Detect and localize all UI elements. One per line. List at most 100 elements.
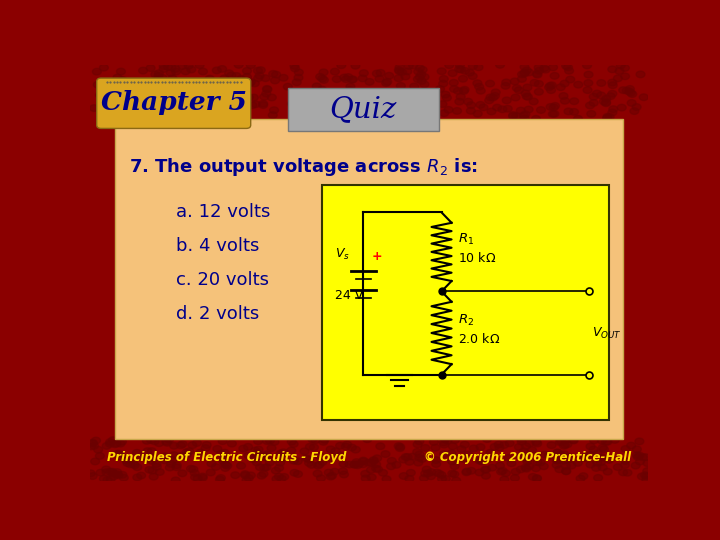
Circle shape [522, 465, 531, 472]
Circle shape [143, 448, 152, 455]
Circle shape [426, 473, 436, 480]
Circle shape [485, 80, 495, 87]
Circle shape [117, 438, 127, 445]
Circle shape [138, 109, 147, 116]
Circle shape [308, 436, 317, 443]
Circle shape [449, 443, 457, 450]
Circle shape [552, 457, 562, 464]
Circle shape [97, 94, 107, 100]
Circle shape [364, 460, 373, 466]
Circle shape [113, 469, 122, 475]
Circle shape [345, 461, 354, 468]
Circle shape [141, 102, 150, 108]
Circle shape [196, 449, 205, 456]
Circle shape [186, 66, 196, 73]
Circle shape [343, 73, 353, 80]
Circle shape [433, 469, 441, 476]
Circle shape [353, 106, 362, 113]
Circle shape [294, 97, 303, 104]
Circle shape [534, 89, 544, 95]
Circle shape [161, 453, 169, 460]
Circle shape [135, 105, 143, 111]
Circle shape [257, 472, 266, 479]
Circle shape [560, 442, 570, 448]
Circle shape [405, 458, 414, 465]
Circle shape [221, 465, 230, 471]
Circle shape [198, 475, 207, 481]
Circle shape [525, 463, 534, 470]
Circle shape [422, 466, 431, 473]
Circle shape [136, 95, 145, 102]
Circle shape [592, 464, 600, 471]
Circle shape [212, 463, 220, 470]
Circle shape [246, 80, 254, 86]
Circle shape [517, 436, 526, 443]
Circle shape [505, 440, 514, 447]
Circle shape [151, 71, 160, 78]
Circle shape [564, 457, 572, 463]
Circle shape [564, 68, 574, 74]
Circle shape [207, 460, 216, 467]
Circle shape [337, 62, 346, 69]
Circle shape [305, 98, 314, 105]
Circle shape [641, 454, 650, 461]
Circle shape [532, 438, 541, 445]
Circle shape [166, 107, 175, 114]
Circle shape [167, 64, 176, 71]
Circle shape [450, 463, 459, 469]
Circle shape [459, 456, 469, 462]
Circle shape [164, 85, 173, 92]
Circle shape [603, 438, 612, 445]
Circle shape [132, 113, 142, 119]
Circle shape [638, 454, 647, 461]
Circle shape [312, 83, 321, 90]
Circle shape [274, 473, 284, 480]
Circle shape [94, 82, 102, 88]
Circle shape [232, 72, 241, 79]
Circle shape [251, 101, 260, 107]
Circle shape [184, 448, 194, 455]
Circle shape [171, 477, 180, 484]
Circle shape [193, 475, 202, 482]
Circle shape [546, 83, 554, 89]
Circle shape [523, 84, 532, 91]
Circle shape [236, 76, 246, 82]
Circle shape [106, 468, 114, 475]
Circle shape [165, 436, 174, 443]
Circle shape [192, 440, 202, 447]
Circle shape [440, 451, 449, 457]
Circle shape [341, 76, 351, 83]
Circle shape [220, 75, 229, 82]
Circle shape [441, 476, 450, 482]
Circle shape [502, 79, 510, 86]
Circle shape [188, 442, 197, 449]
Circle shape [533, 440, 541, 447]
Circle shape [509, 112, 518, 118]
Circle shape [429, 438, 438, 445]
Circle shape [410, 93, 419, 100]
Circle shape [290, 469, 299, 476]
Circle shape [456, 93, 465, 100]
Circle shape [330, 115, 338, 122]
Circle shape [636, 71, 645, 78]
Circle shape [138, 91, 148, 97]
Circle shape [316, 73, 325, 80]
Circle shape [279, 75, 288, 81]
Circle shape [399, 472, 408, 480]
Circle shape [140, 102, 148, 109]
Circle shape [166, 82, 175, 89]
Circle shape [98, 104, 107, 111]
Circle shape [114, 472, 123, 478]
Circle shape [348, 76, 357, 83]
Circle shape [277, 475, 286, 482]
Circle shape [445, 62, 454, 69]
Circle shape [223, 462, 232, 469]
Circle shape [579, 473, 588, 480]
Circle shape [199, 68, 207, 75]
Circle shape [350, 91, 359, 98]
Circle shape [618, 469, 628, 476]
Circle shape [401, 73, 410, 80]
Circle shape [333, 109, 342, 116]
Circle shape [136, 454, 145, 461]
Circle shape [555, 466, 564, 472]
